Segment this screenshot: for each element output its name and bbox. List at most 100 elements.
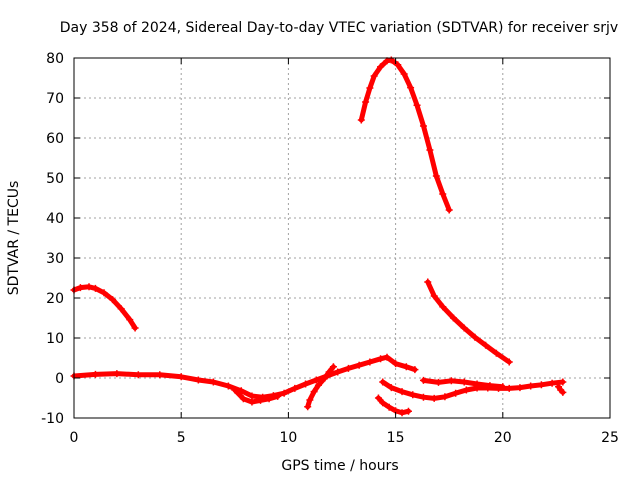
data-point [505, 358, 513, 366]
series-arc-4 [70, 353, 419, 401]
data-point [85, 283, 93, 291]
data-point [126, 316, 134, 324]
data-point [325, 368, 333, 376]
series-arc-3 [424, 278, 513, 366]
data-point [224, 382, 232, 390]
data-point [366, 358, 374, 366]
y-tick-label: 20 [46, 291, 64, 307]
data-point [407, 84, 415, 92]
data-point [482, 341, 490, 349]
data-point [131, 324, 139, 332]
series-arc-9 [374, 394, 412, 417]
data-point [366, 84, 374, 92]
data-point [377, 355, 385, 363]
data-point [527, 382, 535, 390]
data-point [248, 392, 256, 400]
data-point [248, 398, 256, 406]
series-arc-10 [555, 383, 567, 396]
data-point [460, 378, 468, 386]
data-point [400, 70, 408, 78]
data-point [559, 388, 567, 396]
data-point [239, 395, 247, 403]
x-tick-label: 25 [601, 430, 619, 446]
data-point [432, 172, 440, 180]
data-point [334, 368, 342, 376]
data-point [424, 278, 432, 286]
data-point [306, 396, 314, 404]
series-arc-5 [231, 386, 282, 406]
chart-title: Day 358 of 2024, Sidereal Day-to-day VTE… [60, 20, 618, 36]
data-point [430, 292, 438, 300]
data-point [452, 389, 460, 397]
data-point [291, 384, 299, 392]
data-point [91, 284, 99, 292]
data-point [548, 379, 556, 387]
series-arc-6 [304, 363, 337, 411]
data-point [434, 378, 442, 386]
data-point [265, 395, 273, 403]
data-point [274, 392, 282, 400]
data-point [113, 370, 121, 378]
y-tick-label: 60 [46, 131, 64, 147]
data-point [441, 393, 449, 401]
y-axis-title: SDTVAR / TECUs [6, 181, 22, 296]
data-point [321, 374, 329, 382]
data-point [413, 101, 421, 109]
data-point [76, 284, 84, 292]
data-point [370, 72, 378, 80]
y-tick-labels: -10 0 10 20 30 40 50 60 70 80 [41, 51, 64, 427]
data-point [430, 394, 438, 402]
series-arc-7 [379, 378, 567, 402]
y-tick-label: -10 [41, 411, 64, 427]
data-point [357, 116, 365, 124]
series-layer [70, 56, 567, 417]
x-tick-label: 5 [177, 430, 186, 446]
data-point [379, 399, 387, 407]
data-point [460, 324, 468, 332]
y-tick-label: 0 [55, 371, 64, 387]
data-point [362, 98, 370, 106]
data-point [257, 396, 265, 404]
data-point [398, 409, 406, 417]
data-point [419, 376, 427, 384]
data-point [404, 407, 412, 415]
data-point [156, 371, 164, 379]
x-tick-label: 0 [70, 430, 79, 446]
data-point [231, 386, 239, 394]
data-point [439, 190, 447, 198]
data-point [449, 314, 457, 322]
data-point [447, 377, 455, 385]
data-point [499, 383, 507, 391]
data-point [516, 384, 524, 392]
data-point [439, 303, 447, 311]
data-point [117, 305, 125, 313]
data-point [398, 388, 406, 396]
data-point [486, 382, 494, 390]
data-point [134, 371, 142, 379]
data-point [312, 376, 320, 384]
data-point [394, 61, 402, 69]
data-point [379, 378, 387, 386]
data-point [385, 403, 393, 411]
data-point [329, 363, 337, 371]
data-point [209, 378, 217, 386]
data-point [109, 296, 117, 304]
data-point [387, 384, 395, 392]
data-point [344, 364, 352, 372]
data-point [194, 376, 202, 384]
data-point [280, 389, 288, 397]
y-tick-label: 70 [46, 91, 64, 107]
data-point [302, 380, 310, 388]
data-point [426, 146, 434, 154]
data-point [409, 391, 417, 399]
data-point [537, 381, 545, 389]
data-point [310, 388, 318, 396]
data-point [559, 378, 567, 386]
data-point [492, 349, 500, 357]
data-point [471, 333, 479, 341]
y-tick-label: 40 [46, 211, 64, 227]
y-tick-label: 80 [46, 51, 64, 67]
series-line [358, 57, 452, 213]
data-point [411, 366, 419, 374]
data-point [383, 353, 391, 361]
